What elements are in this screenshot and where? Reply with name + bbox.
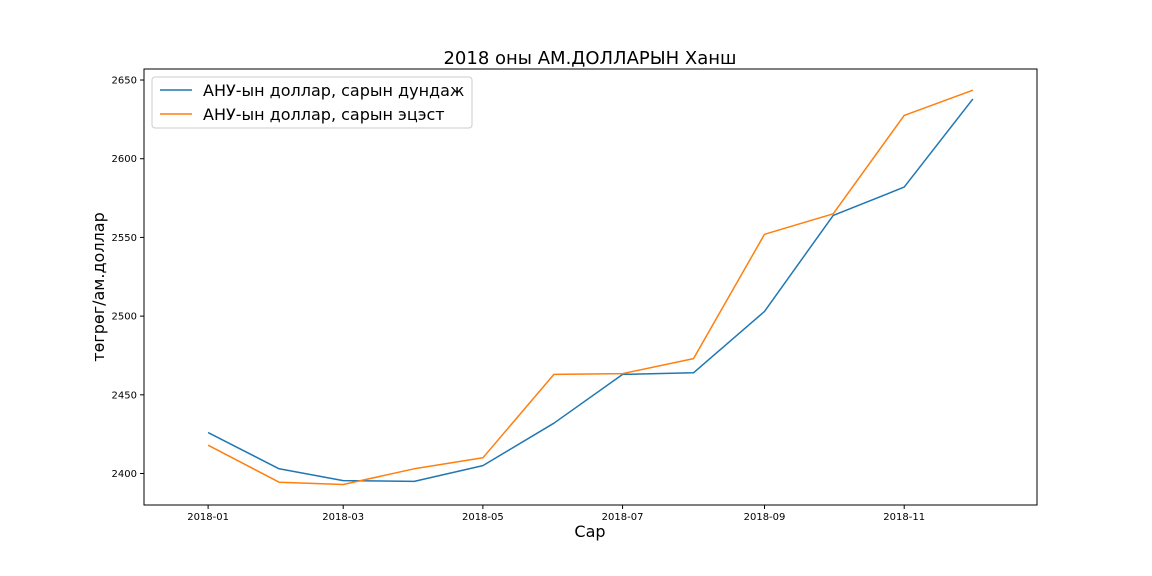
chart-title: 2018 оны АМ.ДОЛЛАРЫН Ханш [443,48,736,69]
x-tick-label: 2018-05 [462,512,504,523]
series-line-1 [207,98,974,483]
series-lines [207,89,974,486]
legend-box [151,76,473,129]
legend: АНУ-ын доллар, сарын дундаж АНУ-ын доллар… [151,76,473,129]
series-line-2 [207,89,974,486]
y-tick-label: 2550 [112,233,137,244]
y-axis-title: төгрөг/ам.доллар [89,212,108,361]
y-tick-label: 2650 [112,76,137,87]
x-tick-label: 2018-11 [883,512,925,523]
x-axis: 2018-01 2018-03 2018-05 2018-07 2018-09 2018-… [187,505,925,523]
y-tick-label: 2450 [112,390,137,401]
y-tick-label: 2400 [112,469,137,480]
legend-label-1: АНУ-ын доллар, сарын дундаж [203,81,464,100]
legend-label-2: АНУ-ын доллар, сарын эцэст [203,105,445,124]
x-tick-label: 2018-09 [744,512,786,523]
x-tick-label: 2018-01 [187,512,229,523]
x-tick-label: 2018-03 [322,512,364,523]
plot-area [143,68,1038,506]
x-tick-label: 2018-07 [602,512,644,523]
y-axis: 2400 2450 2500 2550 2600 2650 [112,76,144,480]
y-tick-label: 2600 [112,154,137,165]
x-axis-title: Сар [574,522,605,541]
y-tick-label: 2500 [112,312,137,323]
